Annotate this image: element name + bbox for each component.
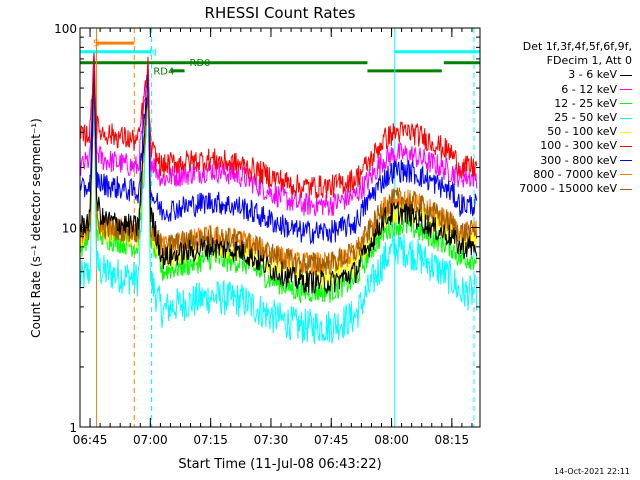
legend-swatch <box>620 89 632 91</box>
legend-swatch <box>620 146 632 148</box>
series-line <box>79 52 478 217</box>
series-line <box>79 72 478 294</box>
legend-entry: 12 - 25 keV <box>480 97 632 111</box>
legend: Det 1f,3f,4f,5f,6f,9f, FDecim 1, Att 0 3… <box>480 40 632 196</box>
legend-header-decimation: FDecim 1, Att 0 <box>546 54 632 68</box>
y-tick-label: 100 <box>54 22 77 36</box>
legend-entry: 100 - 300 keV <box>480 139 632 153</box>
series-lines <box>79 52 478 345</box>
legend-swatch <box>620 75 632 76</box>
y-axis-label: Count Rate (s⁻¹ detector segment⁻¹) <box>29 118 43 338</box>
flag-bars: SNRD0RD4 <box>80 39 480 77</box>
legend-swatch <box>620 160 632 162</box>
legend-label: 25 - 50 keV <box>554 111 617 125</box>
legend-label: 100 - 300 keV <box>540 139 617 153</box>
x-axis-label: Start Time (11-Jul-08 06:43:22) <box>178 457 381 472</box>
legend-swatch <box>620 131 632 133</box>
legend-entry: 6 - 12 keV <box>480 83 632 97</box>
legend-swatch <box>620 188 632 190</box>
x-tick-label: 07:45 <box>314 433 349 447</box>
legend-label: 3 - 6 keV <box>568 68 617 82</box>
legend-label: 50 - 100 keV <box>547 125 617 139</box>
legend-entry: 25 - 50 keV <box>480 111 632 125</box>
legend-entry: 50 - 100 keV <box>480 125 632 139</box>
y-tick-label: 10 <box>62 222 77 236</box>
y-tick-label: 1 <box>69 421 77 435</box>
footer-timestamp: 14-Oct-2021 22:11 <box>554 467 630 476</box>
legend-swatch <box>620 103 632 105</box>
x-tick-label: 07:30 <box>254 433 289 447</box>
legend-swatch <box>620 117 632 119</box>
flag-bar-label: RD0 <box>190 58 211 69</box>
x-tick-label: 08:00 <box>374 433 409 447</box>
legend-label: 6 - 12 keV <box>561 82 617 96</box>
flag-bar-label: N <box>149 47 156 58</box>
legend-label: 800 - 7000 keV <box>533 167 617 181</box>
series-line <box>79 53 478 245</box>
legend-entry: 300 - 800 keV <box>480 154 632 168</box>
legend-swatch <box>620 174 632 176</box>
x-tick-label: 07:15 <box>193 433 228 447</box>
x-tick-label: 08:15 <box>435 433 470 447</box>
legend-entry: 7000 - 15000 keV <box>480 182 632 196</box>
legend-entry: 3 - 6 keV <box>480 68 632 82</box>
series-line <box>79 54 478 199</box>
legend-entry: 800 - 7000 keV <box>480 168 632 182</box>
x-axis: 06:45 07:00 07:15 07:30 07:45 08:00 08:15 <box>73 28 473 447</box>
y-axis: 1 10 100 <box>54 22 480 435</box>
flag-bar-label: RD4 <box>153 66 174 77</box>
legend-label: 7000 - 15000 keV <box>519 182 617 196</box>
legend-label: 12 - 25 keV <box>554 96 617 110</box>
x-tick-label: 07:00 <box>133 433 168 447</box>
x-tick-label: 06:45 <box>73 433 108 447</box>
legend-header-detectors: Det 1f,3f,4f,5f,6f,9f, <box>522 40 632 53</box>
legend-label: 300 - 800 keV <box>540 153 617 167</box>
chart-title: RHESSI Count Rates <box>205 4 356 22</box>
